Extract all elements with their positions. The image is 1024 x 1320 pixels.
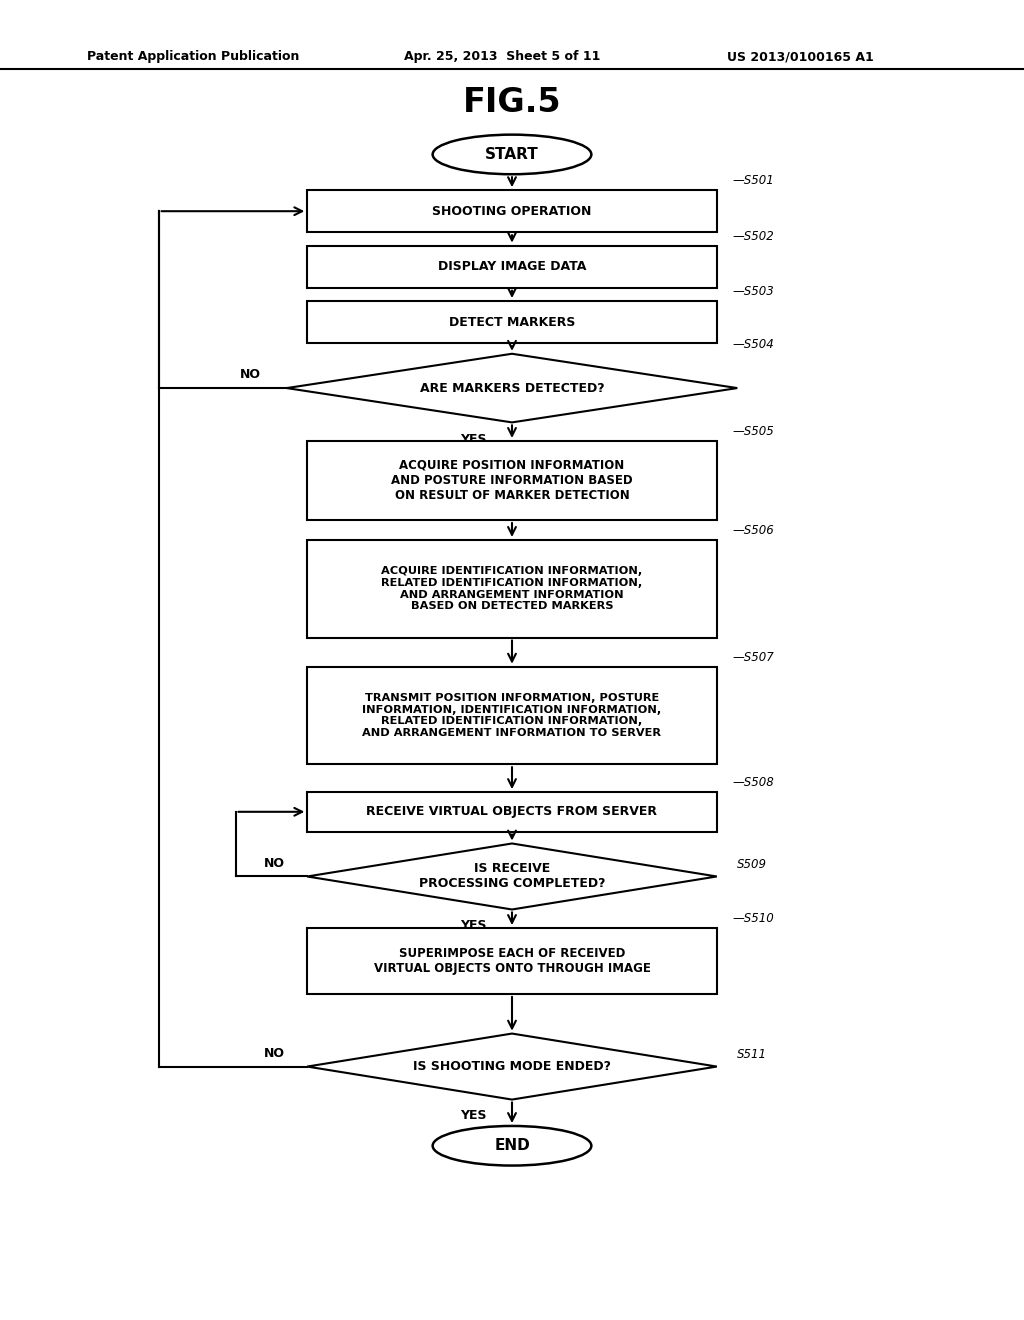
Text: YES: YES	[460, 433, 486, 446]
Text: —S508: —S508	[732, 776, 774, 789]
Text: DETECT MARKERS: DETECT MARKERS	[449, 315, 575, 329]
Text: SHOOTING OPERATION: SHOOTING OPERATION	[432, 205, 592, 218]
Text: START: START	[485, 147, 539, 162]
Ellipse shape	[432, 1126, 592, 1166]
FancyBboxPatch shape	[307, 301, 717, 343]
Text: ACQUIRE IDENTIFICATION INFORMATION,
RELATED IDENTIFICATION INFORMATION,
AND ARRA: ACQUIRE IDENTIFICATION INFORMATION, RELA…	[381, 566, 643, 611]
Polygon shape	[287, 354, 737, 422]
Text: SUPERIMPOSE EACH OF RECEIVED
VIRTUAL OBJECTS ONTO THROUGH IMAGE: SUPERIMPOSE EACH OF RECEIVED VIRTUAL OBJ…	[374, 946, 650, 975]
FancyBboxPatch shape	[307, 928, 717, 994]
Polygon shape	[307, 843, 717, 909]
Polygon shape	[307, 1034, 717, 1100]
FancyBboxPatch shape	[307, 667, 717, 764]
FancyBboxPatch shape	[307, 441, 717, 520]
Text: —S505: —S505	[732, 425, 774, 438]
Text: Patent Application Publication: Patent Application Publication	[87, 50, 299, 63]
FancyBboxPatch shape	[307, 246, 717, 288]
Text: ACQUIRE POSITION INFORMATION
AND POSTURE INFORMATION BASED
ON RESULT OF MARKER D: ACQUIRE POSITION INFORMATION AND POSTURE…	[391, 459, 633, 502]
Text: —S510: —S510	[732, 912, 774, 925]
Text: IS SHOOTING MODE ENDED?: IS SHOOTING MODE ENDED?	[413, 1060, 611, 1073]
Ellipse shape	[432, 135, 592, 174]
Text: —S506: —S506	[732, 524, 774, 537]
Text: S509: S509	[737, 858, 767, 871]
Text: —S501: —S501	[732, 174, 774, 187]
Text: NO: NO	[240, 368, 261, 381]
Text: YES: YES	[460, 919, 486, 932]
FancyBboxPatch shape	[307, 792, 717, 832]
Text: END: END	[495, 1138, 529, 1154]
Text: ARE MARKERS DETECTED?: ARE MARKERS DETECTED?	[420, 381, 604, 395]
Text: IS RECEIVE
PROCESSING COMPLETED?: IS RECEIVE PROCESSING COMPLETED?	[419, 862, 605, 891]
Text: S511: S511	[737, 1048, 767, 1061]
Text: NO: NO	[263, 857, 285, 870]
FancyBboxPatch shape	[307, 190, 717, 232]
Text: RECEIVE VIRTUAL OBJECTS FROM SERVER: RECEIVE VIRTUAL OBJECTS FROM SERVER	[367, 805, 657, 818]
Text: YES: YES	[460, 1109, 486, 1122]
Text: TRANSMIT POSITION INFORMATION, POSTURE
INFORMATION, IDENTIFICATION INFORMATION,
: TRANSMIT POSITION INFORMATION, POSTURE I…	[362, 693, 662, 738]
Text: US 2013/0100165 A1: US 2013/0100165 A1	[727, 50, 873, 63]
Text: Apr. 25, 2013  Sheet 5 of 11: Apr. 25, 2013 Sheet 5 of 11	[404, 50, 601, 63]
FancyBboxPatch shape	[307, 540, 717, 638]
Text: FIG.5: FIG.5	[463, 86, 561, 119]
Text: DISPLAY IMAGE DATA: DISPLAY IMAGE DATA	[438, 260, 586, 273]
Text: —S502: —S502	[732, 230, 774, 243]
Text: —S504: —S504	[732, 338, 774, 351]
Text: NO: NO	[263, 1047, 285, 1060]
Text: —S503: —S503	[732, 285, 774, 298]
Text: —S507: —S507	[732, 651, 774, 664]
